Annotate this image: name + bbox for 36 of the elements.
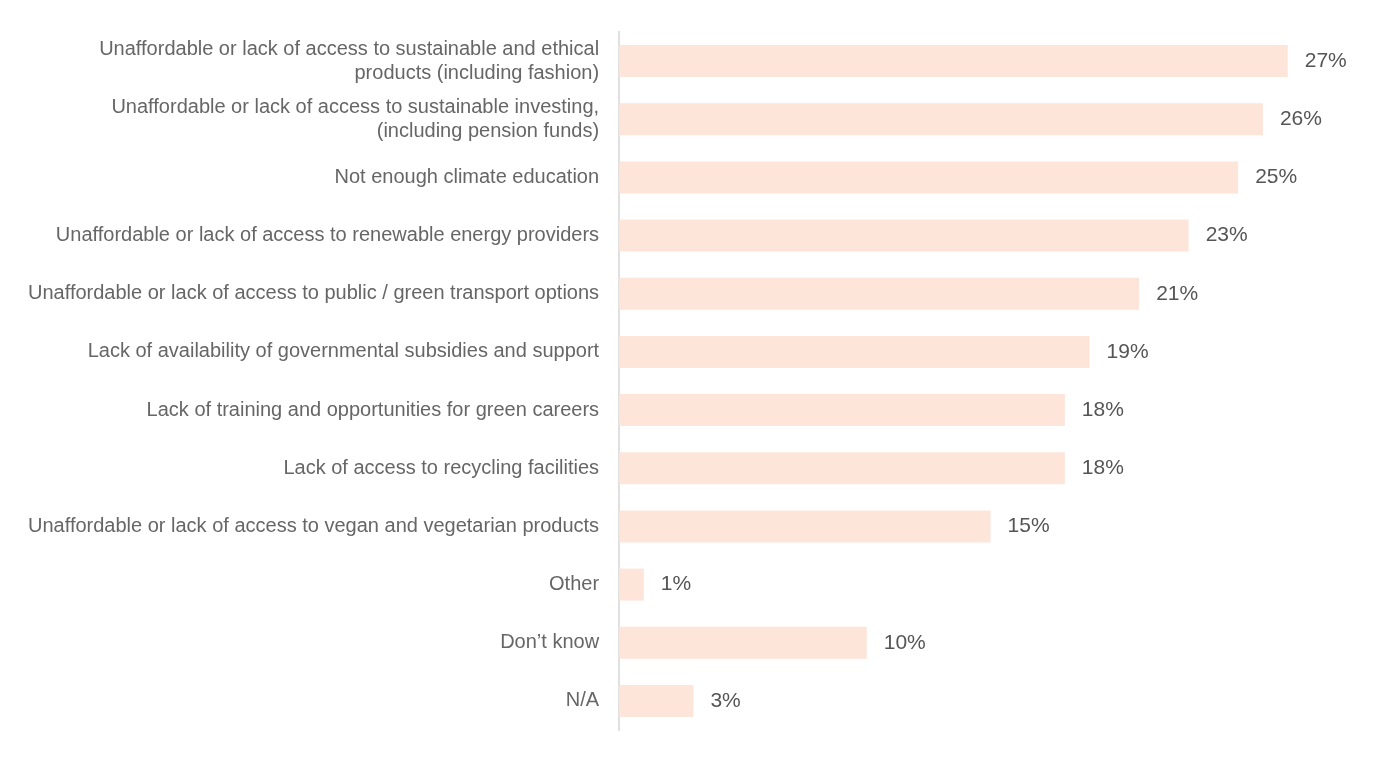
- bar: [619, 626, 867, 659]
- data-label: 26%: [1279, 106, 1322, 130]
- y-tick-label: Other: [549, 572, 600, 595]
- data-label: 25%: [1255, 164, 1298, 188]
- data-label: 23%: [1205, 222, 1248, 246]
- bar: [619, 277, 1140, 310]
- y-tick-label: Unaffordable or lack of access to public / green transport options: [28, 281, 600, 304]
- data-label: 18%: [1081, 396, 1124, 420]
- data-label: 15%: [1007, 513, 1050, 537]
- bar: [619, 452, 1065, 485]
- data-label: 3%: [710, 687, 741, 711]
- bar: [619, 335, 1090, 368]
- bar: [619, 45, 1288, 78]
- bar: [619, 568, 644, 601]
- y-tick-label: Not enough climate education: [334, 164, 600, 187]
- y-tick-label: Unaffordable or lack of access to sustainable and ethical products (including fashion): [99, 36, 600, 83]
- bar: [619, 510, 991, 543]
- y-tick-label: N/A: [565, 688, 600, 711]
- data-label: 19%: [1106, 338, 1149, 362]
- bar: [619, 684, 694, 717]
- y-tick-label: Lack of access to recycling facilities: [283, 455, 600, 478]
- data-label: 27%: [1304, 47, 1347, 71]
- y-tick-label: Unaffordable or lack of access to renewable energy providers: [55, 223, 600, 246]
- data-label: 1%: [660, 571, 692, 595]
- bar: [619, 103, 1263, 136]
- y-tick-label: Don’t know: [500, 630, 600, 653]
- data-label: 10%: [883, 629, 926, 653]
- data-label: 21%: [1156, 280, 1199, 304]
- y-tick-label: Lack of training and opportunities for green careers: [146, 397, 600, 420]
- y-tick-label: Lack of availability of governmental subsidies and support: [87, 339, 600, 362]
- data-label: 18%: [1081, 455, 1124, 479]
- bar: [619, 219, 1189, 252]
- y-tick-label: Unaffordable or lack of access to sustainable investing, (including pension funds): [111, 94, 600, 141]
- y-tick-label: Unaffordable or lack of access to vegan and vegetarian products: [28, 513, 600, 536]
- bar: [619, 394, 1065, 427]
- bar: [619, 161, 1239, 194]
